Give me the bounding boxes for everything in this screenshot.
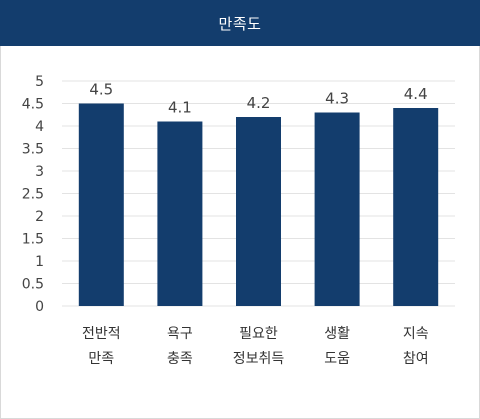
x-tick-label: 필요한 [239,326,278,342]
y-tick-label: 1 [35,254,44,270]
y-tick-label: 5 [35,74,44,90]
x-tick-label: 욕구 [167,326,193,342]
bar [78,103,124,306]
y-tick-label: 3 [35,164,44,180]
y-tick-label: 4 [35,119,44,135]
x-tick-label: 지속 [403,326,429,342]
y-tick-label: 1.5 [22,232,44,248]
data-label: 4.3 [325,90,349,108]
y-tick-label: 3.5 [22,142,44,158]
x-tick-label: 참여 [403,351,429,367]
bar [236,117,281,306]
data-label: 4.4 [404,85,428,103]
y-tick-label: 2 [35,209,44,225]
y-tick-label: 0.5 [22,277,44,293]
bar [157,121,203,306]
data-label: 4.2 [247,94,271,112]
y-tick-label: 4.5 [22,97,44,113]
chart-title: 만족도 [218,14,262,33]
bar [314,112,360,306]
y-tick-label: 0 [35,299,44,315]
x-tick-label: 도움 [324,351,350,367]
x-tick-label: 전반적 [82,326,121,342]
bar [393,108,439,306]
x-tick-label: 충족 [167,351,193,367]
y-tick-label: 2.5 [22,187,44,203]
x-tick-label: 정보취득 [233,351,285,367]
x-tick-label: 생활 [324,326,350,342]
data-label: 4.1 [168,99,192,117]
chart-header: 만족도 [0,0,480,46]
x-tick-label: 만족 [88,351,114,367]
data-label: 4.5 [89,81,113,99]
